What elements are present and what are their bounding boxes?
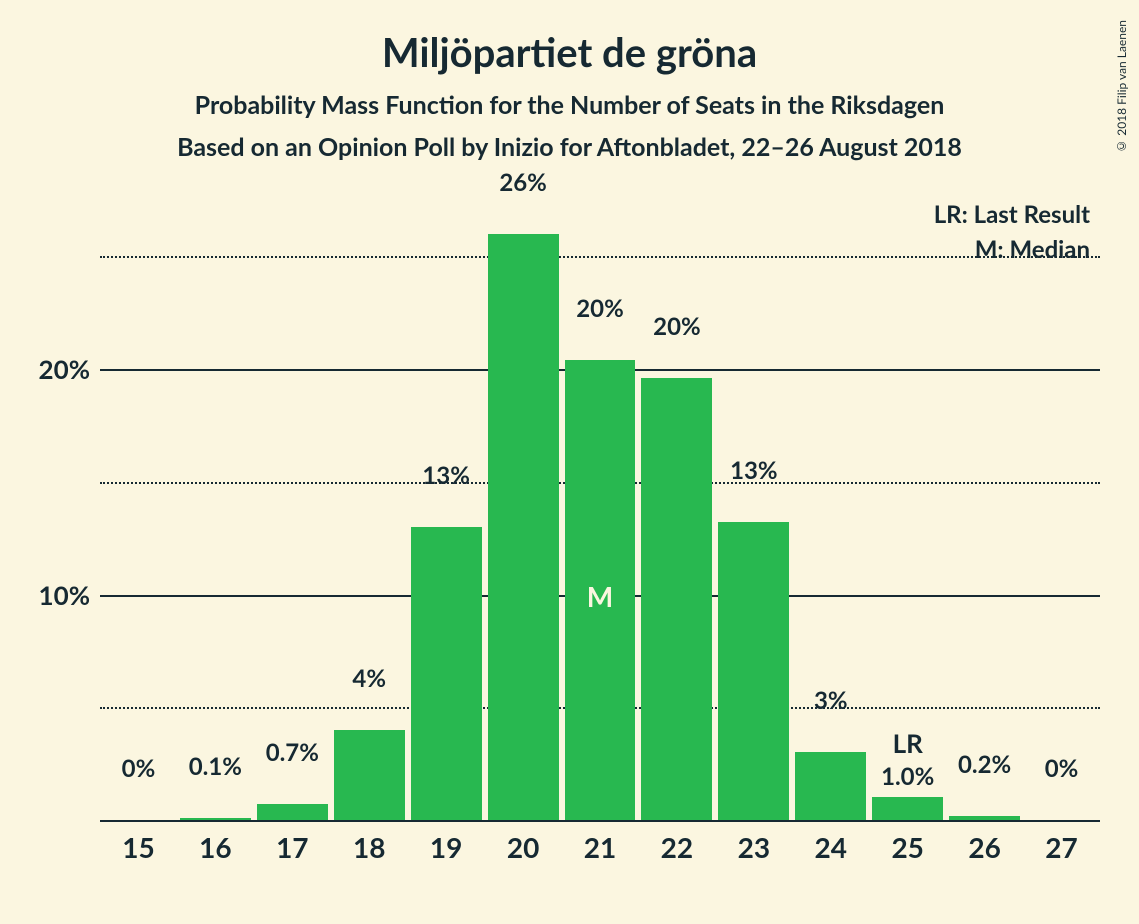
bar-column: 0.7% [254,200,331,820]
bar [795,752,866,820]
bar [180,818,251,820]
bar-value-label: 0.1% [177,752,254,785]
x-tick-label: 16 [177,830,254,864]
x-tick-label: 24 [792,830,869,864]
bar-column: 3% [792,200,869,820]
bar-value-label: 20% [562,294,639,327]
chart-area: LR: Last Result M: Median 10%20%0%0.1%0.… [100,200,1100,820]
x-tick-label: 20 [485,830,562,864]
bar-value-label: 1.0% [869,762,946,795]
bar-column: 0% [1023,200,1100,820]
bar-column: 26% [485,200,562,820]
chart-subtitle-1: Probability Mass Function for the Number… [0,76,1139,120]
bar [872,797,943,820]
bar-column: 20% [638,200,715,820]
x-tick-label: 25 [869,830,946,864]
x-axis-labels: 15161718192021222324252627 [100,830,1100,864]
x-tick-label: 18 [331,830,408,864]
bar-value-label: 4% [331,664,408,697]
bar [641,378,712,820]
bar-value-label: 13% [408,461,485,494]
bar [411,527,482,820]
bar-value-label: 0% [1023,754,1100,787]
bar [488,234,559,820]
baseline [100,820,1100,822]
bar-column: 0% [100,200,177,820]
bar [257,804,328,820]
x-tick-label: 22 [638,830,715,864]
bar [949,816,1020,821]
bar [334,730,405,820]
bar-value-label: 20% [638,312,715,345]
x-tick-label: 26 [946,830,1023,864]
bar-column: 0.2% [946,200,1023,820]
x-tick-label: 15 [100,830,177,864]
chart-title: Miljöpartiet de gröna [0,0,1139,76]
y-tick-label: 20% [10,353,90,385]
bar-value-label: 0.2% [946,750,1023,783]
bar-value-label: 26% [485,168,562,201]
lr-marker: LR [869,727,946,763]
bar-column: 4% [331,200,408,820]
bar-value-label: 13% [715,456,792,489]
x-tick-label: 21 [562,830,639,864]
x-tick-label: 23 [715,830,792,864]
median-marker: M [562,579,639,613]
bar [718,522,789,820]
bar-value-label: 0% [100,754,177,787]
x-tick-label: 27 [1023,830,1100,864]
bar-column: 20% M [562,200,639,820]
bar-value-label: 3% [792,686,869,719]
y-tick-label: 10% [10,579,90,611]
bar-column: 13% [715,200,792,820]
bar-value-label: 0.7% [254,738,331,771]
copyright-text: © 2018 Filip van Laenen [1114,20,1129,154]
x-tick-label: 17 [254,830,331,864]
bar-column: LR1.0% [869,200,946,820]
bars-container: 0%0.1%0.7%4%13%26%20%M20%13%3%LR1.0%0.2%… [100,200,1100,820]
chart-subtitle-2: Based on an Opinion Poll by Inizio for A… [0,120,1139,162]
bar-column: 0.1% [177,200,254,820]
bar-column: 13% [408,200,485,820]
x-tick-label: 19 [408,830,485,864]
